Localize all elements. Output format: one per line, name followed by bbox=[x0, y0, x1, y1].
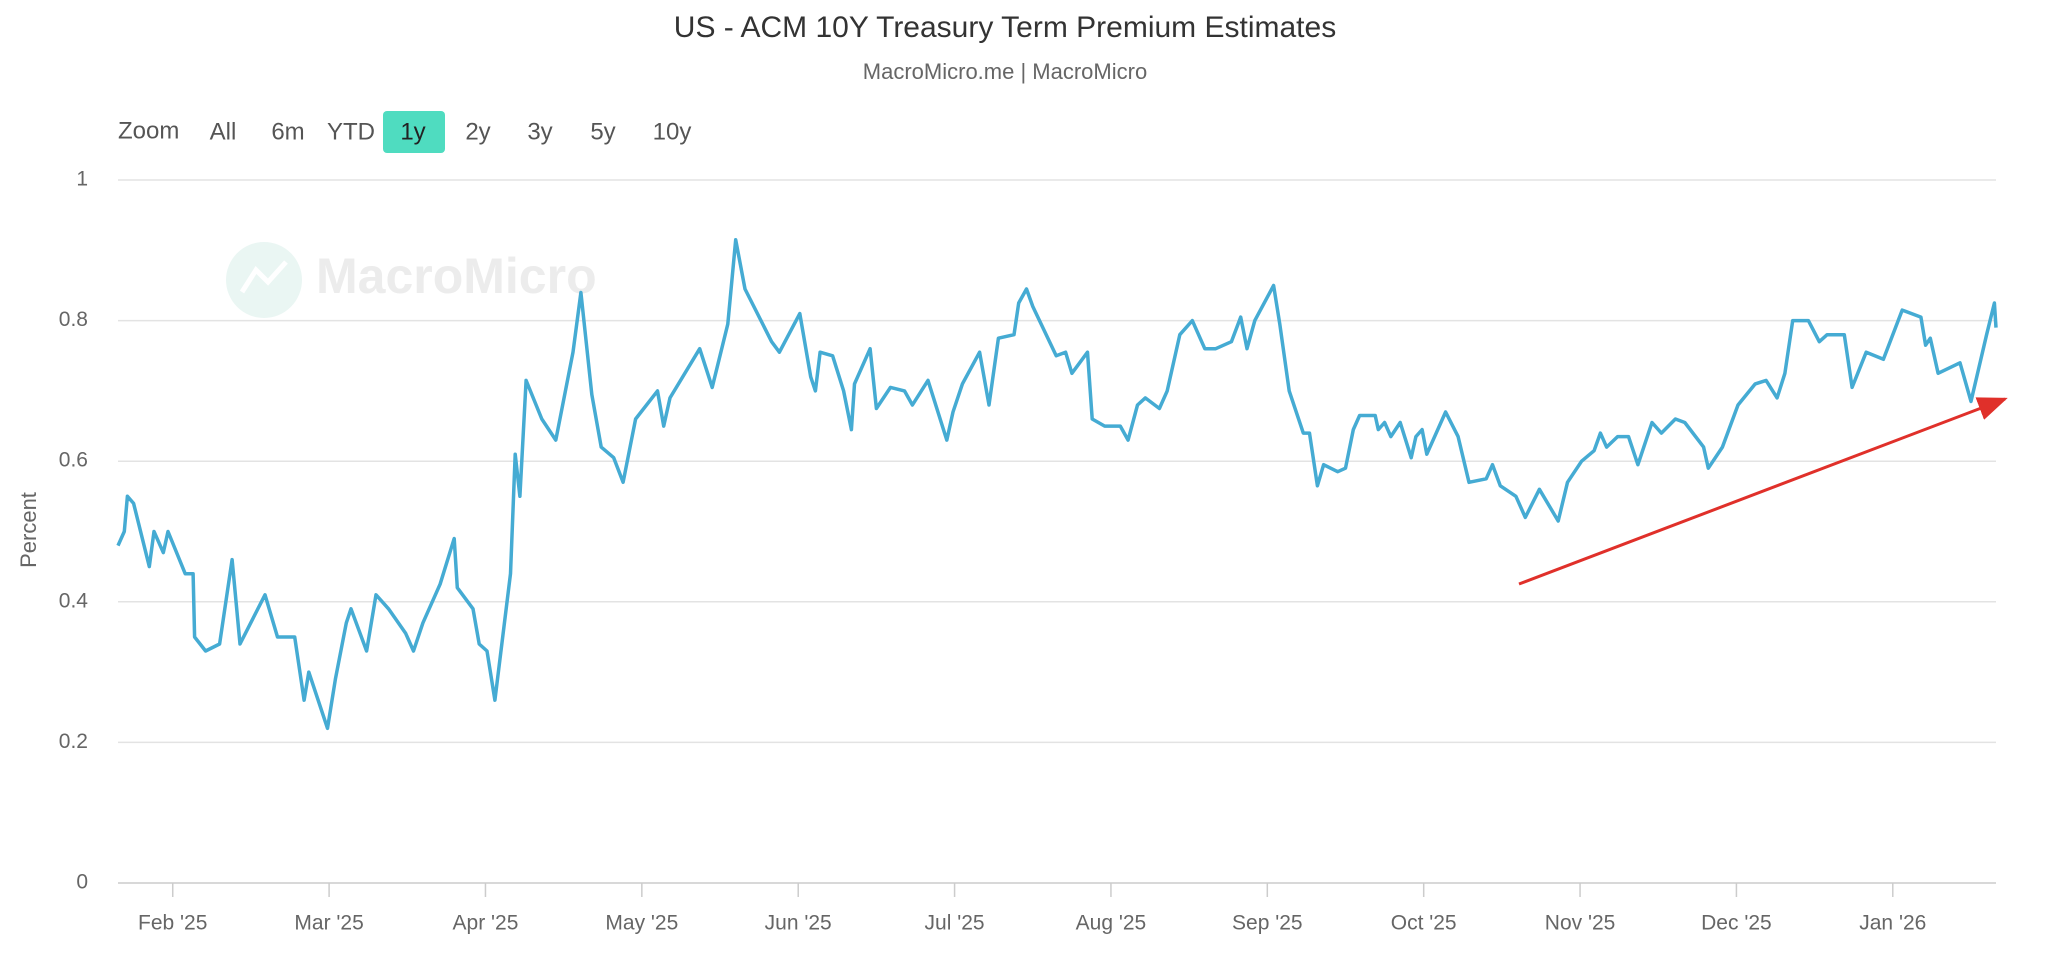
chart-title: US - ACM 10Y Treasury Term Premium Estim… bbox=[674, 11, 1336, 44]
range-button-bg[interactable] bbox=[383, 111, 445, 153]
y-tick-label: 0.6 bbox=[59, 449, 88, 472]
x-tick-label: Dec '25 bbox=[1701, 912, 1772, 935]
y-tick-label: 0.8 bbox=[59, 308, 88, 331]
y-tick-label: 0.4 bbox=[59, 589, 89, 612]
watermark-icon bbox=[239, 260, 288, 294]
x-tick-label: Feb '25 bbox=[138, 912, 207, 935]
range-button[interactable]: 2y bbox=[465, 118, 490, 145]
zoom-label: Zoom bbox=[118, 117, 179, 144]
x-tick-label: Mar '25 bbox=[294, 912, 363, 935]
range-button[interactable]: 5y bbox=[590, 118, 615, 145]
watermark: MacroMicro bbox=[316, 248, 597, 304]
x-tick-label: Jan '26 bbox=[1859, 912, 1926, 935]
x-tick-label: Sep '25 bbox=[1232, 912, 1303, 935]
range-button[interactable]: 1y bbox=[400, 118, 425, 145]
x-tick-label: Nov '25 bbox=[1545, 912, 1616, 935]
x-tick-label: Aug '25 bbox=[1076, 912, 1147, 935]
y-tick-label: 1 bbox=[76, 168, 88, 191]
range-button[interactable]: All bbox=[210, 118, 237, 145]
chart-subtitle: MacroMicro.me | MacroMicro bbox=[863, 59, 1147, 84]
range-button[interactable]: 3y bbox=[527, 118, 552, 145]
y-tick-label: 0.2 bbox=[59, 730, 88, 753]
plot-area: 0 0.2 0.4 0.6 0.8 1 Feb '25 Mar '25 Apr '25 May '… bbox=[59, 168, 1998, 935]
range-button[interactable]: 6m bbox=[271, 118, 304, 145]
range-buttons: All 6m YTD 1y 2y 3y 5y 10y bbox=[210, 111, 692, 153]
trend-arrow bbox=[1518, 397, 2008, 586]
x-tick-label: May '25 bbox=[605, 912, 678, 935]
range-button[interactable]: 10y bbox=[653, 118, 692, 145]
x-tick-label: Jun '25 bbox=[765, 912, 832, 935]
data-line bbox=[116, 238, 1998, 731]
x-tick-label: Apr '25 bbox=[453, 912, 519, 935]
x-tick-label: Jul '25 bbox=[925, 912, 985, 935]
y-tick-label: 0 bbox=[76, 871, 88, 894]
x-tick-label: Oct '25 bbox=[1391, 912, 1457, 935]
y-axis-label: Percent bbox=[16, 492, 41, 568]
range-button[interactable]: YTD bbox=[327, 118, 375, 145]
